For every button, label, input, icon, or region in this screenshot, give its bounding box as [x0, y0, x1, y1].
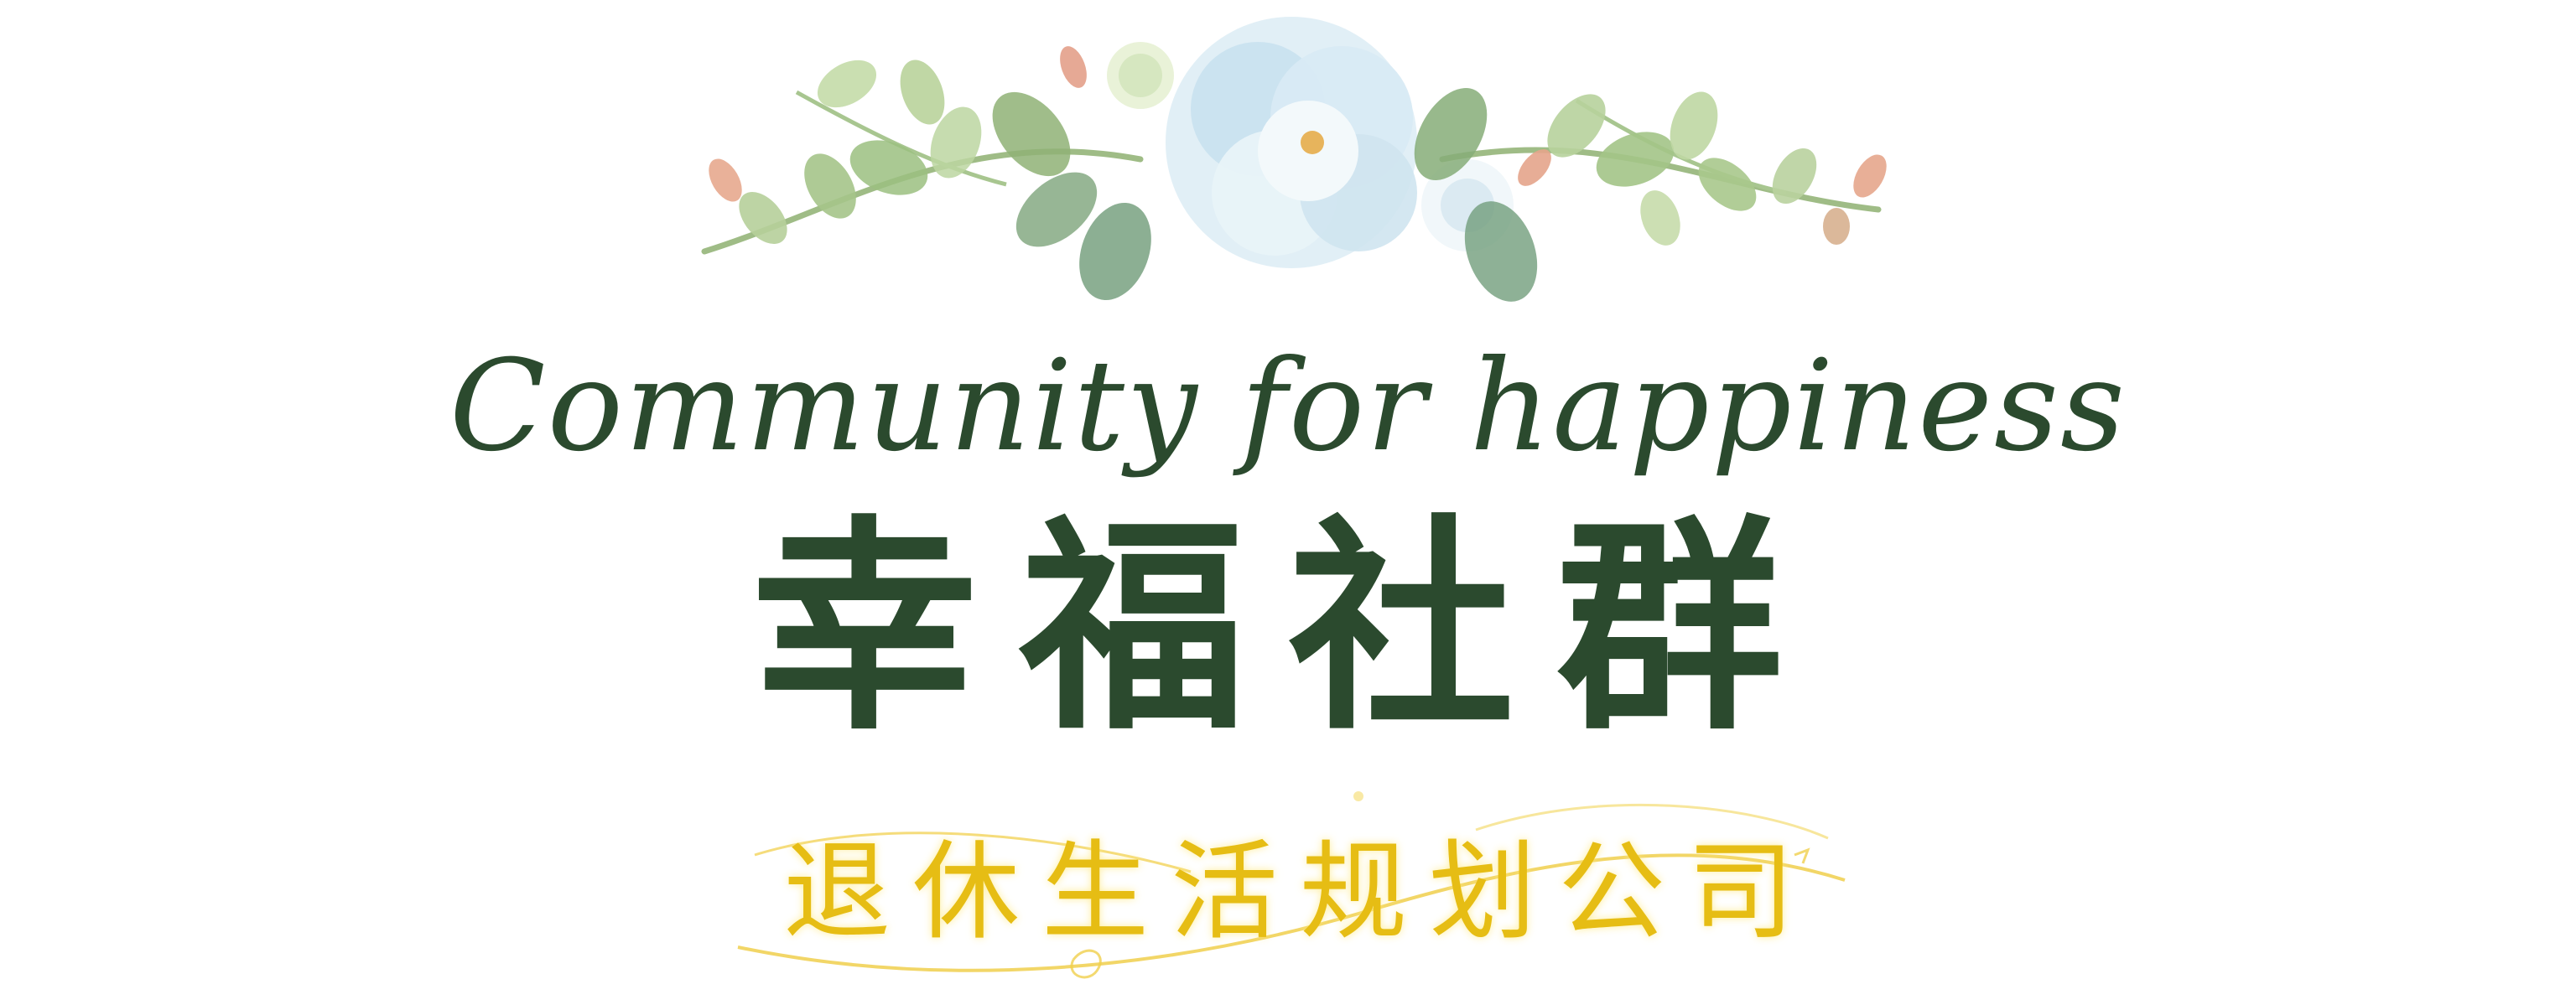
chinese-title: 幸福社群	[751, 496, 1825, 760]
subtitle-text: 退休生活规划公司	[782, 830, 1816, 955]
english-title: Community for happiness	[449, 334, 2127, 479]
floral-garland-icon	[701, 17, 1887, 302]
golden-swirl-icon	[737, 791, 1846, 979]
subtitle-group: 退休生活规划公司	[721, 780, 1878, 997]
